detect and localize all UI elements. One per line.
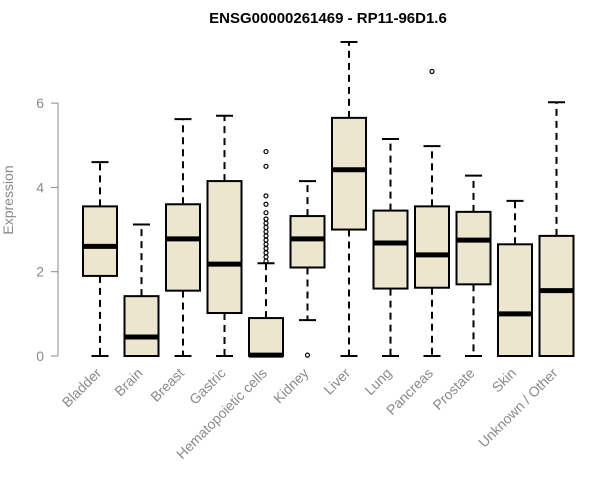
x-category-label: Bladder — [59, 365, 105, 411]
box-9 — [455, 174, 492, 357]
x-category-label: Prostate — [429, 365, 477, 413]
box-8 — [414, 68, 450, 357]
iqr-box — [538, 234, 575, 357]
outlier-point — [263, 241, 269, 247]
outlier-point — [263, 250, 269, 256]
y-tick-label: 2 — [36, 264, 44, 280]
y-tick-label: 0 — [36, 348, 44, 364]
box-1 — [123, 223, 160, 357]
outlier-point — [263, 220, 269, 226]
iqr-box — [123, 295, 160, 357]
outlier-point — [263, 201, 269, 207]
iqr-box — [82, 205, 118, 277]
x-category-label: Liver — [320, 365, 353, 398]
outlier-point — [263, 210, 269, 216]
outlier-point — [263, 216, 269, 222]
y-axis-label: Expression — [0, 165, 16, 234]
iqr-box — [289, 215, 326, 269]
y-tick-label: 6 — [36, 95, 44, 111]
x-category-label: Kidney — [270, 365, 312, 407]
y-tick-label: 4 — [36, 179, 44, 195]
x-category-label: Brain — [111, 365, 145, 399]
boxes-group — [82, 41, 575, 358]
outlier-point — [263, 148, 269, 155]
box-2 — [165, 118, 201, 357]
outlier-point — [304, 352, 311, 358]
iqr-box — [331, 116, 367, 231]
box-4 — [248, 148, 284, 358]
iqr-box — [206, 180, 243, 315]
outlier-point — [263, 224, 269, 231]
outlier-point — [263, 245, 269, 252]
iqr-box — [165, 203, 201, 292]
outlier-point — [263, 229, 269, 235]
x-category-label: Lung — [361, 365, 394, 398]
x-category-label: Skin — [489, 365, 520, 396]
outlier-point — [263, 193, 269, 199]
y-axis-ticks: 0 2 4 6 — [36, 95, 58, 364]
outlier-point — [263, 237, 269, 243]
outlier-point — [429, 68, 435, 75]
iqr-box — [372, 209, 409, 290]
box-6 — [331, 41, 367, 357]
x-category-label: Unknown / Other — [475, 365, 561, 451]
iqr-box — [414, 205, 450, 289]
iqr-box — [455, 210, 492, 286]
chart-title: ENSG00000261469 - RP11-96D1.6 — [209, 10, 447, 27]
box-5 — [289, 180, 326, 358]
outlier-point — [263, 163, 269, 169]
iqr-box — [248, 317, 284, 357]
box-11 — [538, 101, 575, 357]
iqr-box — [497, 243, 533, 358]
box-3 — [206, 114, 243, 357]
box-10 — [497, 199, 533, 358]
outlier-point — [263, 254, 269, 260]
x-category-label: Breast — [147, 365, 187, 405]
outlier-point — [263, 233, 269, 239]
box-0 — [82, 161, 118, 357]
box-7 — [372, 137, 409, 357]
